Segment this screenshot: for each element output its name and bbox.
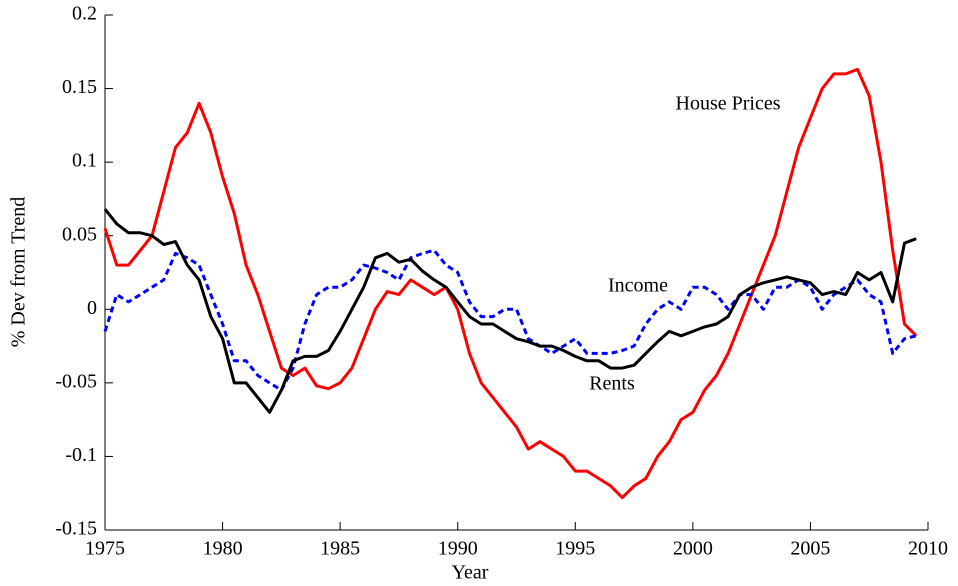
series-label: House Prices bbox=[676, 93, 781, 115]
x-tick-label: 2000 bbox=[673, 538, 713, 560]
x-axis-label: Year bbox=[452, 562, 489, 584]
x-tick-label: 1995 bbox=[555, 538, 595, 560]
y-tick-label: 0.1 bbox=[72, 150, 97, 172]
y-tick-label: 0 bbox=[87, 297, 97, 319]
x-tick-label: 1990 bbox=[438, 538, 478, 560]
y-tick-label: 0.2 bbox=[72, 3, 97, 25]
x-tick-label: 1980 bbox=[203, 538, 243, 560]
series-line bbox=[103, 67, 918, 500]
x-tick-label: 1975 bbox=[85, 538, 125, 560]
series-line bbox=[103, 208, 917, 414]
series-line bbox=[103, 248, 917, 392]
x-tick-label: 2005 bbox=[790, 538, 830, 560]
series-label: Rents bbox=[589, 373, 635, 395]
y-tick-label: 0.05 bbox=[62, 223, 97, 245]
x-tick-label: 2010 bbox=[908, 538, 948, 560]
y-tick-label: 0.15 bbox=[62, 76, 97, 98]
x-tick-label: 1985 bbox=[320, 538, 360, 560]
y-tick-label: -0.05 bbox=[55, 370, 97, 392]
y-tick-label: -0.1 bbox=[65, 444, 97, 466]
y-axis-label: % Dev from Trend bbox=[8, 197, 30, 348]
series-label: Income bbox=[608, 275, 668, 297]
y-tick-label: -0.15 bbox=[55, 518, 97, 540]
